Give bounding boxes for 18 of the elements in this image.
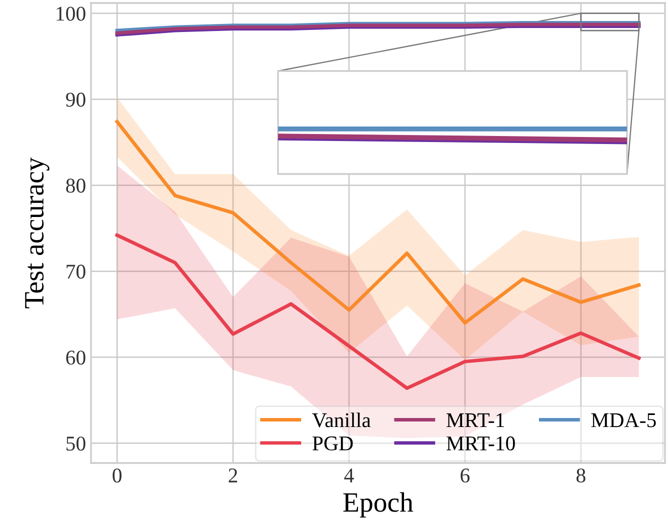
y-tick-label: 90 <box>66 92 86 107</box>
y-tick-label: 80 <box>66 178 86 193</box>
y-tick-label: 70 <box>66 264 86 279</box>
y-tick-label: 100 <box>56 6 86 21</box>
legend-label: PGD <box>312 436 353 450</box>
legend-label: Vanilla <box>312 412 371 428</box>
legend-label: MRT-1 <box>446 413 504 428</box>
x-axis-title: Epoch <box>343 492 414 518</box>
x-tick-label: 8 <box>576 468 586 483</box>
legend-label: MDA-5 <box>591 413 656 428</box>
y-tick-label: 50 <box>66 436 86 451</box>
y-axis-title: Test accuracy <box>25 157 50 308</box>
y-tick-label: 60 <box>66 350 86 365</box>
x-tick-label: 2 <box>228 468 238 482</box>
x-tick-label: 6 <box>460 468 470 483</box>
legend-label: MRT-10 <box>446 436 515 450</box>
x-tick-label: 4 <box>344 468 354 482</box>
x-tick-label: 0 <box>112 468 122 483</box>
